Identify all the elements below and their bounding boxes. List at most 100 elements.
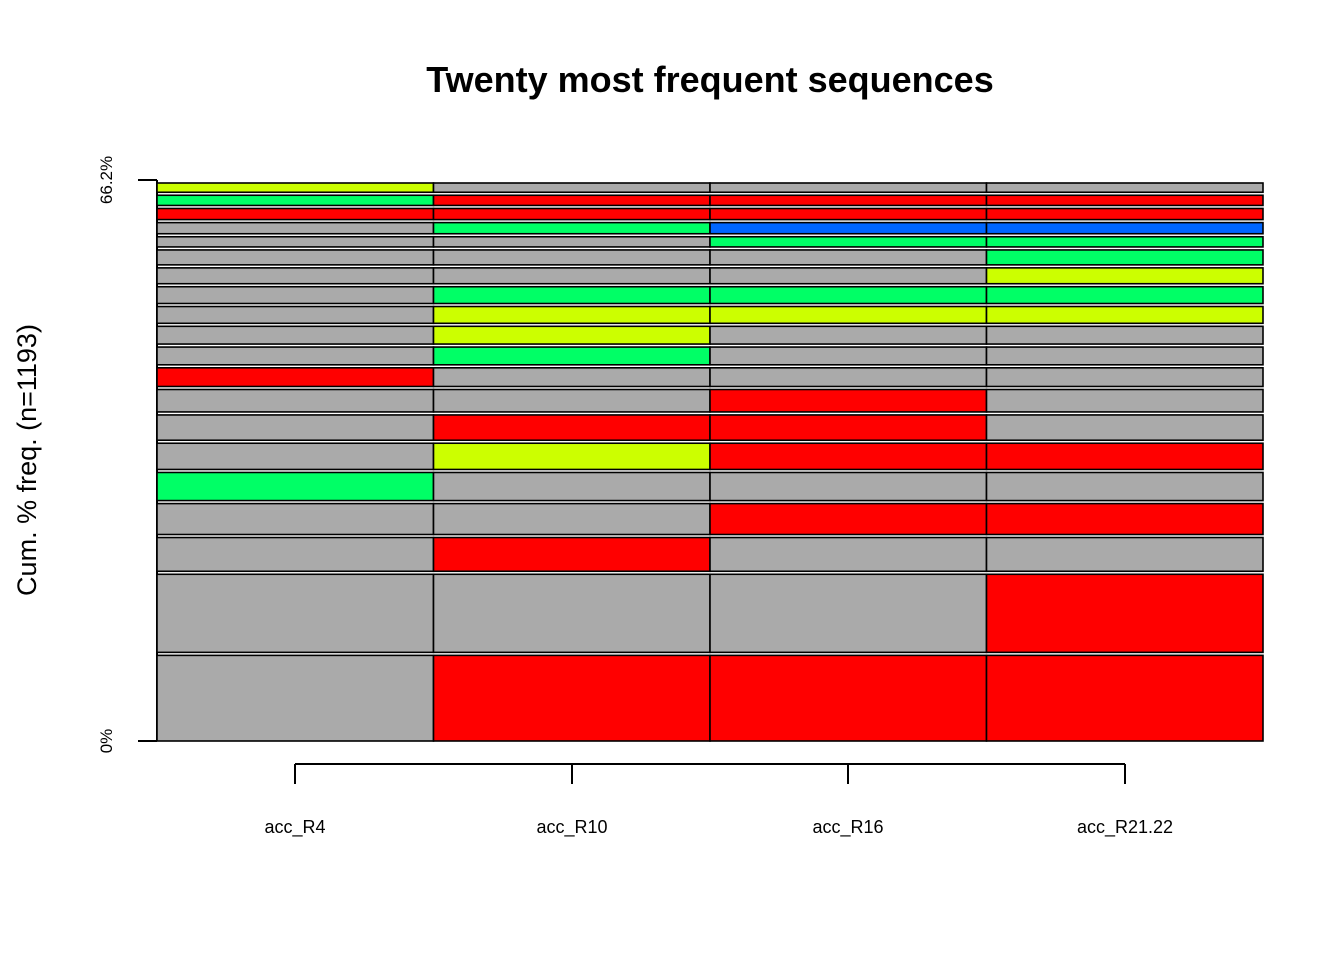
sequence-19-acc_R16-cell	[709, 194, 988, 207]
sequence-bars	[156, 182, 1264, 742]
sequence-1-acc_R21.22-cell	[985, 654, 1264, 742]
sequence-row-6	[156, 442, 1264, 471]
sequence-14-acc_R21.22-cell	[985, 267, 1264, 285]
sequence-19-acc_R4-cell	[156, 194, 435, 207]
sequence-row-4	[156, 502, 1264, 536]
sequence-3-acc_R21.22-cell	[985, 536, 1264, 573]
sequence-16-acc_R10-cell	[432, 235, 711, 248]
sequence-5-acc_R21.22-cell	[985, 471, 1264, 502]
sequence-row-19	[156, 194, 1264, 207]
sequence-20-acc_R21.22-cell	[985, 182, 1264, 194]
sequence-row-14	[156, 267, 1264, 285]
sequence-3-acc_R16-cell	[709, 536, 988, 573]
sequence-17-acc_R10-cell	[432, 221, 711, 235]
y-tick-label-0: 0%	[97, 729, 116, 754]
sequence-8-acc_R10-cell	[432, 388, 711, 413]
sequence-11-acc_R16-cell	[709, 325, 988, 345]
x-tick-label-1: acc_R10	[536, 817, 607, 838]
y-tick-label-max: 66.2%	[97, 156, 116, 204]
sequence-16-acc_R4-cell	[156, 235, 435, 248]
sequence-4-acc_R4-cell	[156, 502, 435, 536]
sequence-8-acc_R16-cell	[709, 388, 988, 413]
sequence-row-12	[156, 305, 1264, 325]
sequence-4-acc_R21.22-cell	[985, 502, 1264, 536]
sequence-12-acc_R16-cell	[709, 305, 988, 325]
sequence-18-acc_R16-cell	[709, 207, 988, 221]
sequence-13-acc_R21.22-cell	[985, 285, 1264, 305]
sequence-13-acc_R10-cell	[432, 285, 711, 305]
sequence-11-acc_R10-cell	[432, 325, 711, 345]
sequence-16-acc_R21.22-cell	[985, 235, 1264, 248]
sequence-row-13	[156, 285, 1264, 305]
sequence-6-acc_R4-cell	[156, 442, 435, 471]
sequence-6-acc_R21.22-cell	[985, 442, 1264, 471]
sequence-1-acc_R10-cell	[432, 654, 711, 742]
sequence-14-acc_R16-cell	[709, 267, 988, 285]
sequence-10-acc_R16-cell	[709, 346, 988, 366]
sequence-row-17	[156, 221, 1264, 235]
sequence-2-acc_R10-cell	[432, 573, 711, 654]
sequence-5-acc_R16-cell	[709, 471, 988, 502]
sequence-1-acc_R16-cell	[709, 654, 988, 742]
sequence-row-8	[156, 388, 1264, 413]
sequence-10-acc_R4-cell	[156, 346, 435, 366]
y-axis: 0% 66.2%	[97, 156, 158, 754]
sequence-row-9	[156, 366, 1264, 388]
sequence-17-acc_R4-cell	[156, 221, 435, 235]
x-tick-label-2: acc_R16	[812, 817, 883, 838]
sequence-16-acc_R16-cell	[709, 235, 988, 248]
sequence-12-acc_R4-cell	[156, 305, 435, 325]
sequence-12-acc_R10-cell	[432, 305, 711, 325]
sequence-row-2	[156, 573, 1264, 654]
sequence-2-acc_R4-cell	[156, 573, 435, 654]
sequence-5-acc_R4-cell	[156, 471, 435, 502]
sequence-7-acc_R16-cell	[709, 414, 988, 442]
sequence-row-15	[156, 249, 1264, 266]
sequence-row-16	[156, 235, 1264, 248]
sequence-14-acc_R4-cell	[156, 267, 435, 285]
sequence-4-acc_R16-cell	[709, 502, 988, 536]
sequence-20-acc_R4-cell	[156, 182, 435, 194]
sequence-row-10	[156, 346, 1264, 366]
sequence-19-acc_R21.22-cell	[985, 194, 1264, 207]
y-axis-label: Cum. % freq. (n=1193)	[12, 324, 42, 596]
sequence-row-3	[156, 536, 1264, 573]
sequence-9-acc_R10-cell	[432, 366, 711, 388]
sequence-17-acc_R21.22-cell	[985, 221, 1264, 235]
sequence-9-acc_R21.22-cell	[985, 366, 1264, 388]
sequence-13-acc_R16-cell	[709, 285, 988, 305]
sequence-10-acc_R10-cell	[432, 346, 711, 366]
sequence-7-acc_R10-cell	[432, 414, 711, 442]
sequence-6-acc_R16-cell	[709, 442, 988, 471]
sequence-15-acc_R21.22-cell	[985, 249, 1264, 266]
sequence-row-1	[156, 654, 1264, 742]
sequence-15-acc_R10-cell	[432, 249, 711, 266]
x-axis: acc_R4 acc_R10 acc_R16 acc_R21.22	[264, 763, 1173, 838]
sequence-15-acc_R16-cell	[709, 249, 988, 266]
chart-title: Twenty most frequent sequences	[426, 59, 993, 100]
sequence-2-acc_R16-cell	[709, 573, 988, 654]
sequence-20-acc_R10-cell	[432, 182, 711, 194]
sequence-6-acc_R10-cell	[432, 442, 711, 471]
sequence-4-acc_R10-cell	[432, 502, 711, 536]
sequence-1-acc_R4-cell	[156, 654, 435, 742]
sequence-19-acc_R10-cell	[432, 194, 711, 207]
sequence-18-acc_R10-cell	[432, 207, 711, 221]
sequence-20-acc_R16-cell	[709, 182, 988, 194]
sequence-14-acc_R10-cell	[432, 267, 711, 285]
sequence-row-20	[156, 182, 1264, 194]
x-tick-label-0: acc_R4	[264, 817, 325, 838]
sequence-8-acc_R21.22-cell	[985, 388, 1264, 413]
sequence-11-acc_R4-cell	[156, 325, 435, 345]
sequence-row-5	[156, 471, 1264, 502]
sequence-11-acc_R21.22-cell	[985, 325, 1264, 345]
sequence-15-acc_R4-cell	[156, 249, 435, 266]
sequence-7-acc_R21.22-cell	[985, 414, 1264, 442]
sequence-7-acc_R4-cell	[156, 414, 435, 442]
sequence-row-18	[156, 207, 1264, 221]
sequence-3-acc_R4-cell	[156, 536, 435, 573]
sequence-8-acc_R4-cell	[156, 388, 435, 413]
sequence-10-acc_R21.22-cell	[985, 346, 1264, 366]
sequence-12-acc_R21.22-cell	[985, 305, 1264, 325]
